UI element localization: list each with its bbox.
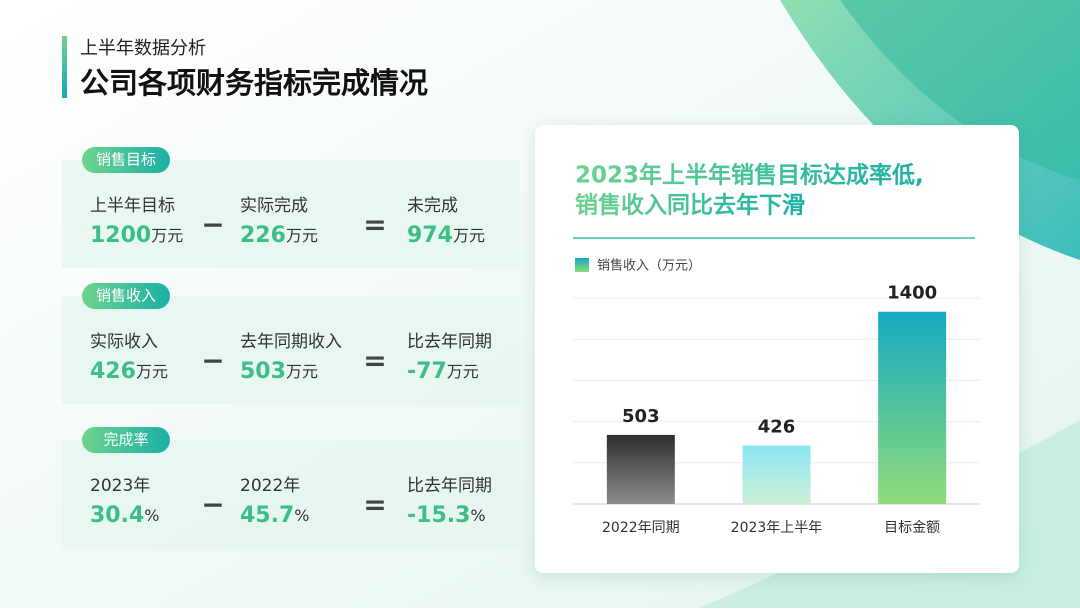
item-value: 226万元	[240, 223, 318, 248]
value: 503	[240, 359, 286, 384]
value: -77	[407, 359, 447, 384]
header-subtitle: 上半年数据分析	[80, 38, 206, 59]
item-value: 503万元	[240, 359, 318, 384]
operator: =	[363, 344, 386, 377]
item-label: 比去年同期	[407, 332, 492, 352]
unit: 万元	[447, 362, 479, 381]
unit: 万元	[151, 226, 183, 245]
item-label: 2023年	[90, 476, 150, 496]
value-label: 426	[758, 416, 796, 437]
value-label: 503	[622, 406, 660, 427]
item-value: 1200万元	[90, 223, 183, 248]
unit: %	[470, 506, 485, 525]
item-label: 实际完成	[240, 196, 308, 216]
unit: 万元	[453, 226, 485, 245]
bar	[878, 311, 947, 504]
legend-label: 销售收入（万元）	[597, 258, 701, 274]
legend-swatch	[575, 258, 589, 272]
item-value: 974万元	[407, 223, 485, 248]
panel-tag-text: 销售目标	[96, 151, 156, 169]
item-label: 未完成	[407, 196, 458, 216]
item-label: 去年同期收入	[240, 332, 342, 352]
header-title: 公司各项财务指标完成情况	[80, 66, 428, 100]
panel-tag	[82, 283, 170, 309]
unit: 万元	[286, 226, 318, 245]
unit: 万元	[286, 362, 318, 381]
item-label: 实际收入	[90, 332, 158, 352]
bar	[742, 445, 811, 504]
decoration	[840, 0, 1080, 180]
value: 30.4	[90, 503, 144, 528]
unit: %	[144, 506, 159, 525]
item-value: 426万元	[90, 359, 168, 384]
operator: −	[201, 344, 224, 377]
x-tick-label: 2022年同期	[602, 520, 680, 536]
value-label: 1400	[887, 283, 937, 304]
panel-tag-text: 销售收入	[96, 287, 156, 305]
operator: =	[363, 208, 386, 241]
operator: −	[201, 488, 224, 521]
value: -15.3	[407, 503, 470, 528]
chart-title: 2023年上半年销售目标达成率低,	[575, 162, 924, 189]
panel-tag	[82, 427, 170, 453]
value: 426	[90, 359, 136, 384]
operator: −	[201, 208, 224, 241]
item-value: 45.7%	[240, 503, 309, 528]
item-value: 30.4%	[90, 503, 159, 528]
item-value: -77万元	[407, 359, 479, 384]
panel	[62, 160, 520, 268]
panel-tag-text: 完成率	[103, 431, 148, 449]
header-accent	[62, 36, 67, 98]
value: 226	[240, 223, 286, 248]
unit: %	[294, 506, 309, 525]
panel-tag	[82, 147, 170, 173]
x-tick-label: 目标金额	[884, 520, 940, 536]
value: 1200	[90, 223, 151, 248]
item-value: -15.3%	[407, 503, 486, 528]
operator: =	[363, 488, 386, 521]
value: 45.7	[240, 503, 294, 528]
panel	[62, 296, 520, 404]
x-tick-label: 2023年上半年	[731, 520, 823, 536]
value: 974	[407, 223, 453, 248]
panel	[62, 440, 520, 548]
item-label: 比去年同期	[407, 476, 492, 496]
bar	[606, 434, 675, 504]
item-label: 上半年目标	[90, 196, 175, 216]
unit: 万元	[136, 362, 168, 381]
chart-title: 销售收入同比去年下滑	[575, 192, 805, 219]
item-label: 2022年	[240, 476, 300, 496]
